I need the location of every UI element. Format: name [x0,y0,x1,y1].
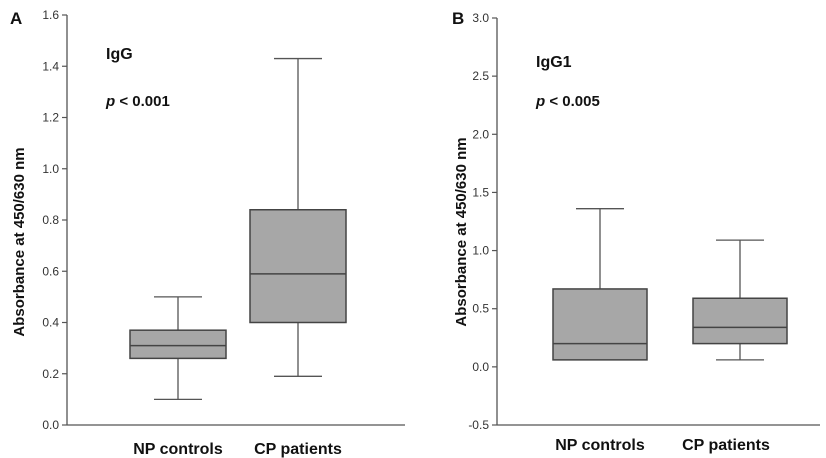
box-plot-np-controls-a [129,296,227,401]
y-tick-label: 1.0 [42,162,59,176]
box-plot-np-controls-b [552,208,648,361]
y-tick-label: 1.4 [42,59,59,73]
y-tick-label: 1.0 [472,244,489,258]
y-tick-label: 0.6 [42,264,59,278]
y-tick-label: 2.5 [472,69,489,83]
y-tick-label: 3.0 [472,11,489,25]
boxes-a [129,57,347,401]
y-axis-label-b: Absorbance at 450/630 nm [453,137,470,326]
y-ticks-a: 0.0 0.2 0.4 0.6 0.8 1.0 1.2 1.4 1.6 [42,8,67,432]
y-tick-label: 1.5 [472,185,489,199]
y-ticks-b: -0.5 0.0 0.5 1.0 1.5 2.0 2.5 3.0 [468,11,497,432]
boxes-b [552,208,788,361]
iqr-box [249,209,347,324]
y-tick-label: 0.0 [42,418,59,432]
y-tick-label: 0.2 [42,367,59,381]
y-axis-label-a: Absorbance at 450/630 nm [11,147,28,336]
iqr-box [129,329,227,360]
category-label-cp-patients-a: CP patients [254,441,342,458]
box-plot-cp-patients-a [249,57,347,377]
panel-a: A Absorbance at 450/630 nm IgG p < 0.001… [10,8,405,458]
y-tick-label: 0.0 [472,360,489,374]
y-tick-label: 1.2 [42,111,59,125]
category-label-np-controls-b: NP controls [555,437,645,454]
antibody-label-b: IgG1 [536,54,572,71]
panel-label-a: A [10,9,22,28]
iqr-box [692,297,788,345]
y-tick-label: 1.6 [42,8,59,22]
y-tick-label: 2.0 [472,127,489,141]
y-tick-label: -0.5 [468,418,489,432]
y-tick-label: 0.5 [472,302,489,316]
p-value-a: p < 0.001 [105,93,170,110]
box-plot-cp-patients-b [692,239,788,361]
p-value-b: p < 0.005 [535,93,600,110]
y-tick-label: 0.8 [42,213,59,227]
panel-b: B Absorbance at 450/630 nm IgG1 p < 0.00… [452,9,820,454]
iqr-box [552,288,648,361]
y-tick-label: 0.4 [42,316,59,330]
category-label-cp-patients-b: CP patients [682,437,770,454]
antibody-label-a: IgG [106,46,133,63]
category-label-np-controls-a: NP controls [133,441,223,458]
panel-label-b: B [452,9,464,28]
